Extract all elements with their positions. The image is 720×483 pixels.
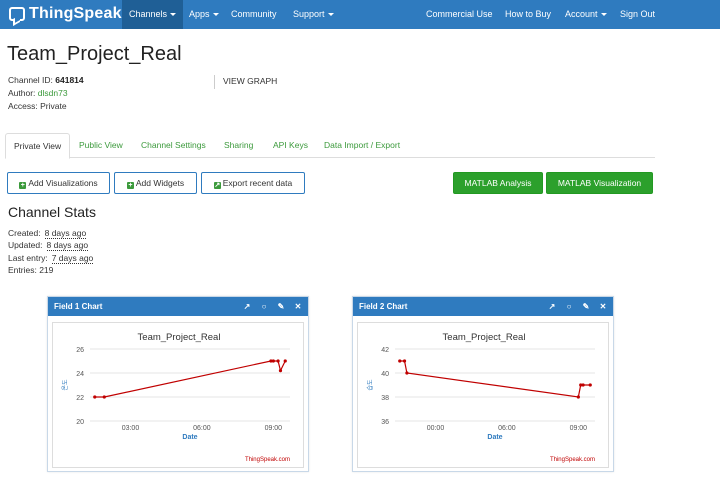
chevron-down-icon [327, 13, 334, 17]
tab-public-view[interactable]: Public View [79, 140, 123, 150]
chart-area: Team_Project_Real 20 22 24 26 03:00 06:00 09:00… [52, 322, 304, 468]
stat-updated: Updated: 8 days ago [8, 240, 89, 251]
channel-access: Access: Private [8, 101, 67, 111]
matlab-analysis-button[interactable]: MATLAB Analysis [453, 172, 543, 194]
data-series-line [399, 360, 591, 398]
chevron-down-icon [170, 13, 177, 17]
chart-area: Team_Project_Real 36 38 40 42 00:00 06:00 09:00… [357, 322, 609, 468]
author-link[interactable]: dlsdn73 [37, 88, 68, 98]
data-point [102, 395, 106, 399]
y-tick-label: 38 [381, 395, 389, 402]
chart-credit: ThingSpeak.com [245, 457, 290, 463]
tab-api-keys[interactable]: API Keys [273, 140, 308, 150]
x-tick-label: 06:00 [498, 425, 516, 432]
x-axis-label: Date [182, 434, 197, 441]
data-point [271, 359, 275, 363]
chart-title: Team_Project_Real [443, 332, 526, 343]
chart-card-header: Field 2 Chart ↗ ○ ✎ ✕ [353, 297, 613, 316]
y-tick-label: 22 [76, 395, 84, 402]
chart-title: Team_Project_Real [138, 332, 221, 343]
add-visualizations-button[interactable]: + Add Visualizations [7, 172, 110, 194]
add-widgets-button[interactable]: + Add Widgets [114, 172, 197, 194]
top-navbar: ThingSpeak ™ Channels Apps Community Sup… [0, 0, 720, 29]
nav-commercial-use[interactable]: Commercial Use [426, 9, 493, 19]
page-title: Team_Project_Real [7, 43, 182, 65]
data-point [93, 395, 97, 399]
data-point [405, 371, 409, 375]
stat-created: Created: 8 days ago [8, 228, 87, 239]
x-tick-label: 06:00 [193, 425, 211, 432]
pencil-icon[interactable]: ✎ [582, 302, 590, 311]
y-tick-label: 42 [381, 347, 389, 354]
field-2-chart-card: Field 2 Chart ↗ ○ ✎ ✕ Team_Project_Real 3… [352, 296, 614, 472]
y-tick-label: 40 [381, 371, 389, 378]
data-point [581, 383, 585, 387]
chart-card-title: Field 1 Chart [54, 302, 103, 311]
channel-tabs: Private View Public View Channel Setting… [5, 133, 655, 159]
nav-sign-out[interactable]: Sign Out [620, 9, 656, 19]
tab-channel-settings[interactable]: Channel Settings [141, 140, 206, 150]
nav-account[interactable]: Account [558, 0, 614, 29]
tab-data-import-export[interactable]: Data Import / Export [324, 140, 401, 150]
y-axis-label: 온도 [62, 379, 69, 391]
nav-how-to-buy[interactable]: How to Buy [505, 9, 552, 19]
data-point [278, 369, 283, 373]
close-icon[interactable]: ✕ [599, 302, 607, 311]
y-tick-label: 24 [76, 371, 84, 378]
data-point [283, 359, 287, 363]
y-axis-label: 습도 [366, 379, 374, 391]
x-tick-label: 00:00 [427, 425, 445, 432]
pop-out-icon[interactable]: ↗ [548, 302, 556, 311]
data-point [576, 395, 580, 399]
chevron-down-icon [600, 13, 607, 17]
nav-community[interactable]: Community [231, 9, 277, 19]
export-recent-data-button[interactable]: ↗ Export recent data [201, 172, 305, 194]
nav-apps[interactable]: Apps [182, 0, 226, 29]
chart-card-title: Field 2 Chart [359, 302, 408, 311]
field-1-line-chart[interactable]: Team_Project_Real 20 22 24 26 03:00 06:00 09:00… [53, 323, 305, 469]
x-axis-label: Date [487, 434, 502, 441]
pencil-icon[interactable]: ✎ [277, 302, 285, 311]
thingspeak-logo-icon [9, 7, 25, 21]
data-point [269, 359, 273, 363]
data-point [402, 359, 407, 363]
brand-logo[interactable]: ThingSpeak ™ [9, 5, 129, 23]
comment-icon[interactable]: ○ [261, 302, 267, 311]
y-tick-label: 26 [76, 347, 84, 354]
pop-out-icon[interactable]: ↗ [243, 302, 251, 311]
external-link-icon: ↗ [213, 182, 221, 189]
matlab-visualization-button[interactable]: MATLAB Visualization [546, 172, 653, 194]
stat-entries: Entries: 219 [8, 265, 54, 275]
nav-channels[interactable]: Channels [122, 0, 184, 29]
data-point [588, 383, 592, 387]
x-tick-label: 09:00 [265, 425, 283, 432]
plus-icon: + [19, 182, 27, 189]
chart-card-header: Field 1 Chart ↗ ○ ✎ ✕ [48, 297, 308, 316]
x-tick-label: 03:00 [122, 425, 140, 432]
plus-icon: + [126, 182, 134, 189]
comment-icon[interactable]: ○ [566, 302, 572, 311]
channel-id: Channel ID: 641814 [8, 75, 84, 85]
stat-last-entry: Last entry: 7 days ago [8, 253, 94, 264]
y-tick-label: 20 [76, 419, 84, 426]
chevron-down-icon [212, 13, 219, 17]
close-icon[interactable]: ✕ [294, 302, 302, 311]
field-1-chart-card: Field 1 Chart ↗ ○ ✎ ✕ Team_Project_Real 2… [47, 296, 309, 472]
data-point [579, 383, 583, 387]
brand-name: ThingSpeak [29, 5, 122, 22]
channel-author: Author: dlsdn73 [8, 88, 68, 98]
data-point [276, 359, 280, 363]
nav-support[interactable]: Support [286, 0, 341, 29]
y-tick-label: 36 [381, 419, 389, 426]
data-point [398, 359, 402, 363]
view-graph-link[interactable]: VIEW GRAPH [214, 75, 277, 89]
field-2-line-chart[interactable]: Team_Project_Real 36 38 40 42 00:00 06:00 09:00… [358, 323, 610, 469]
chart-credit: ThingSpeak.com [550, 457, 595, 463]
data-series-line [94, 360, 286, 398]
channel-stats-title: Channel Stats [8, 204, 96, 220]
tab-sharing[interactable]: Sharing [224, 140, 254, 150]
tab-private-view[interactable]: Private View [5, 133, 71, 159]
x-tick-label: 09:00 [570, 425, 588, 432]
